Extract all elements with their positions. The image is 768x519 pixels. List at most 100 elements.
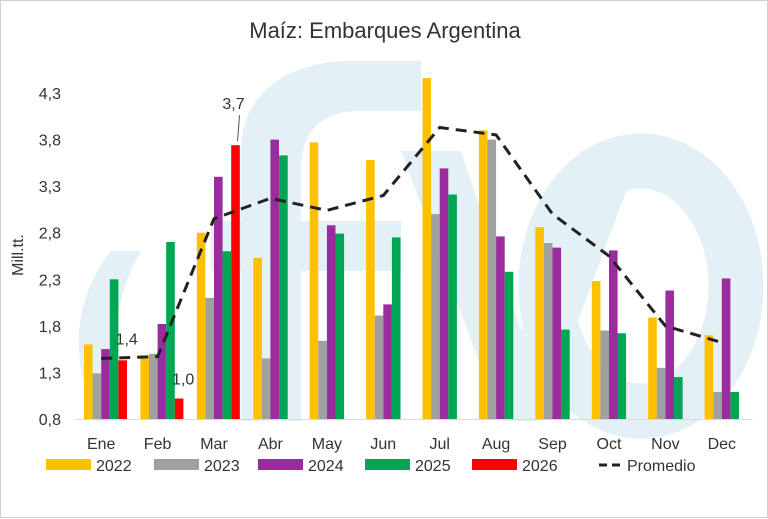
bar-2025-May: [335, 233, 345, 419]
legend-label: 2022: [96, 458, 132, 475]
bar-2023-Ene: [92, 373, 102, 419]
bar-2025-Abr: [279, 155, 288, 419]
bar-2024-Jul: [439, 168, 449, 419]
bar-2022-Mar: [196, 232, 206, 419]
chart-title: Maíz: Embarques Argentina: [249, 18, 521, 43]
bar-2024-Sep: [552, 247, 562, 419]
bar-2022-Dec: [704, 335, 714, 419]
data-label-Feb: 1,0: [172, 372, 194, 389]
bar-2023-Jul: [431, 214, 440, 419]
legend-label: Promedio: [627, 458, 696, 475]
data-labels: 1,4 1,0 3,7: [116, 96, 245, 388]
bar-2022-Jun: [366, 160, 375, 419]
x-tick-label: Aug: [482, 436, 510, 453]
legend-label: 2024: [308, 458, 344, 475]
x-tick-label: Feb: [144, 436, 172, 453]
x-axis-ticks: Ene Feb Mar Abr May Jun Jul Aug Sep Oct Nov Dec: [87, 436, 736, 453]
x-tick-label: Abr: [258, 436, 284, 453]
bar-2025-Jul: [448, 194, 457, 419]
x-tick-label: Jul: [429, 436, 449, 453]
legend-item-2025: 2025: [365, 458, 451, 475]
bar-2024-Ene: [101, 349, 110, 419]
legend-item-2022: 2022: [46, 458, 132, 475]
x-tick-label: Mar: [200, 436, 228, 453]
x-tick-label: Dec: [708, 436, 736, 453]
bar-2023-Dec: [713, 392, 722, 419]
y-tick-label: 2,8: [39, 226, 61, 243]
bar-2023-May: [318, 340, 327, 419]
average-line: [101, 125, 723, 360]
bar-2025-Mar: [222, 251, 232, 419]
y-axis-label: Mill.tt.: [10, 234, 27, 276]
bar-2026-Feb: [174, 398, 184, 419]
bar-2023-Oct: [600, 330, 609, 419]
legend-item-Promedio: Promedio: [599, 458, 696, 475]
x-tick-label: Jun: [370, 436, 396, 453]
x-tick-label: Ene: [87, 436, 116, 453]
legend-swatch: [258, 459, 303, 470]
bar-2025-Oct: [617, 333, 627, 419]
bar-2026-Ene: [118, 360, 127, 419]
bar-2023-Feb: [149, 353, 158, 419]
legend-swatch: [154, 459, 199, 470]
bar-2024-Feb: [157, 324, 167, 419]
x-tick-label: Oct: [597, 436, 622, 453]
bar-2022-Aug: [478, 130, 488, 420]
bar-2023-Aug: [487, 139, 497, 419]
y-tick-label: 4,3: [39, 86, 61, 103]
y-tick-label: 2,3: [39, 272, 61, 289]
y-tick-label: 1,3: [39, 365, 61, 382]
average-line-path: [101, 125, 723, 360]
legend-label: 2023: [204, 458, 240, 475]
bar-2025-Ene: [109, 279, 119, 419]
legend-label: 2025: [415, 458, 451, 475]
legend-swatch: [472, 459, 517, 470]
legend-label: 2026: [522, 458, 558, 475]
y-axis-ticks: 0,8 1,3 1,8 2,3 2,8 3,3 3,8 4,3: [39, 86, 61, 429]
legend-swatch: [365, 459, 410, 470]
bar-2023-Nov: [656, 367, 666, 419]
bar-2023-Mar: [205, 297, 214, 419]
bar-2024-May: [326, 225, 336, 419]
bar-2024-Aug: [496, 236, 505, 419]
data-label-Ene: 1,4: [116, 331, 138, 348]
data-label-Mar: 3,7: [222, 96, 244, 113]
bar-2023-Jun: [374, 315, 384, 419]
data-label-leader: [237, 115, 241, 142]
legend-item-2024: 2024: [258, 458, 344, 475]
bar-2023-Sep: [543, 243, 553, 419]
bar-2025-Nov: [674, 377, 683, 419]
x-tick-label: Nov: [651, 436, 679, 453]
legend-item-2026: 2026: [472, 458, 558, 475]
bar-2024-Mar: [214, 176, 223, 419]
bar-2025-Sep: [561, 329, 570, 419]
bar-2025-Jun: [391, 237, 401, 419]
bar-2022-Sep: [535, 227, 544, 419]
y-tick-label: 0,8: [39, 412, 61, 429]
bar-2024-Oct: [609, 250, 618, 419]
bar-2024-Dec: [721, 278, 731, 419]
y-tick-label: 3,3: [39, 179, 61, 196]
bar-2024-Nov: [665, 290, 674, 419]
bar-2026-Mar: [231, 145, 240, 419]
y-tick-label: 1,8: [39, 319, 61, 336]
bar-2022-Ene: [84, 344, 93, 419]
bar-2024-Jun: [383, 304, 392, 419]
x-tick-label: Sep: [538, 436, 567, 453]
bar-2022-Nov: [648, 317, 657, 419]
bar-2022-Oct: [591, 281, 601, 419]
legend-swatch: [46, 459, 91, 470]
bar-2025-Dec: [730, 392, 739, 419]
y-tick-label: 3,8: [39, 133, 61, 150]
bar-2025-Feb: [166, 242, 175, 419]
legend-item-2023: 2023: [154, 458, 240, 475]
bars: [84, 78, 739, 420]
bar-2022-Feb: [140, 355, 149, 419]
x-tick-label: May: [312, 436, 342, 453]
bar-2024-Abr: [270, 139, 279, 419]
bar-2022-Abr: [253, 257, 262, 419]
legend: 2022 2023 2024 2025 2026 Promedio: [46, 458, 696, 475]
bar-2025-Aug: [504, 271, 514, 419]
